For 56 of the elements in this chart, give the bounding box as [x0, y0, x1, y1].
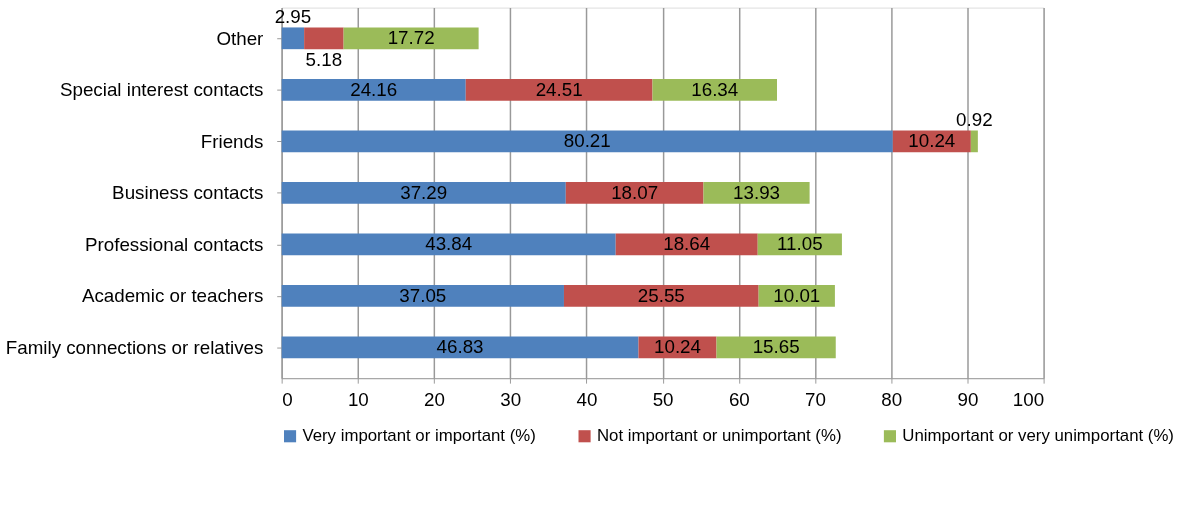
legend-label: Not important or unimportant (%)	[596, 426, 842, 446]
y-tick-label: Family connections or relatives	[5, 336, 264, 358]
x-tick-label: 50	[652, 389, 674, 411]
bar	[563, 285, 759, 307]
y-tick-label: Special interest contacts	[59, 79, 264, 101]
x-tick-label: 100	[1012, 389, 1045, 411]
bar	[281, 233, 616, 256]
bar	[343, 27, 479, 50]
bar	[970, 130, 978, 153]
y-tick-label: Other	[216, 27, 264, 49]
data-label: 80.21	[563, 130, 611, 152]
bar	[465, 78, 653, 101]
bar	[281, 78, 466, 101]
x-tick-label: 20	[424, 389, 445, 411]
data-label: 43.84	[425, 233, 473, 255]
legend-label: Very important or important (%)	[302, 426, 536, 446]
x-tick-label: 40	[576, 389, 598, 411]
x-tick-label: 70	[805, 389, 826, 411]
data-label: 11.05	[777, 233, 823, 255]
bar	[281, 182, 566, 204]
x-tick-label: 10	[347, 389, 369, 411]
data-label: 25.55	[637, 284, 685, 306]
data-label: 37.29	[400, 181, 448, 203]
data-label: 46.83	[436, 336, 484, 358]
data-label: 13.93	[733, 181, 781, 203]
x-tick-label: 0	[282, 389, 293, 411]
y-tick-label: Business contacts	[112, 182, 264, 204]
data-label: 15.65	[752, 336, 800, 358]
y-tick-label: Professional contacts	[85, 233, 264, 255]
data-label: 10.24	[654, 336, 701, 358]
x-tick-label: 60	[728, 389, 750, 411]
data-label: 2.95	[274, 5, 312, 27]
bar	[281, 27, 305, 50]
legend-label: Unimportant or very unimportant (%)	[902, 426, 1174, 446]
data-label: 37.05	[399, 284, 447, 306]
data-label: 18.64	[663, 233, 711, 255]
x-tick-label: 90	[957, 389, 979, 411]
data-label: 17.72	[387, 27, 435, 49]
data-label: 10.01	[773, 284, 821, 306]
data-label: 5.18	[305, 48, 343, 70]
data-label: 10.24	[908, 130, 956, 152]
x-tick-label: 80	[881, 389, 903, 411]
data-label: 0.92	[956, 108, 993, 130]
bar	[652, 78, 777, 101]
data-label: 18.07	[611, 181, 659, 203]
bar	[281, 336, 639, 359]
bar	[565, 182, 704, 204]
y-tick-label: Friends	[200, 130, 264, 152]
y-tick-label: Academic or teachers	[81, 285, 264, 307]
bar	[281, 285, 564, 307]
data-label: 24.51	[535, 78, 583, 100]
bar	[304, 27, 344, 50]
data-label: 16.34	[691, 78, 739, 100]
x-tick-label: 30	[500, 389, 522, 411]
bar	[281, 130, 893, 153]
data-label: 24.16	[350, 78, 398, 100]
